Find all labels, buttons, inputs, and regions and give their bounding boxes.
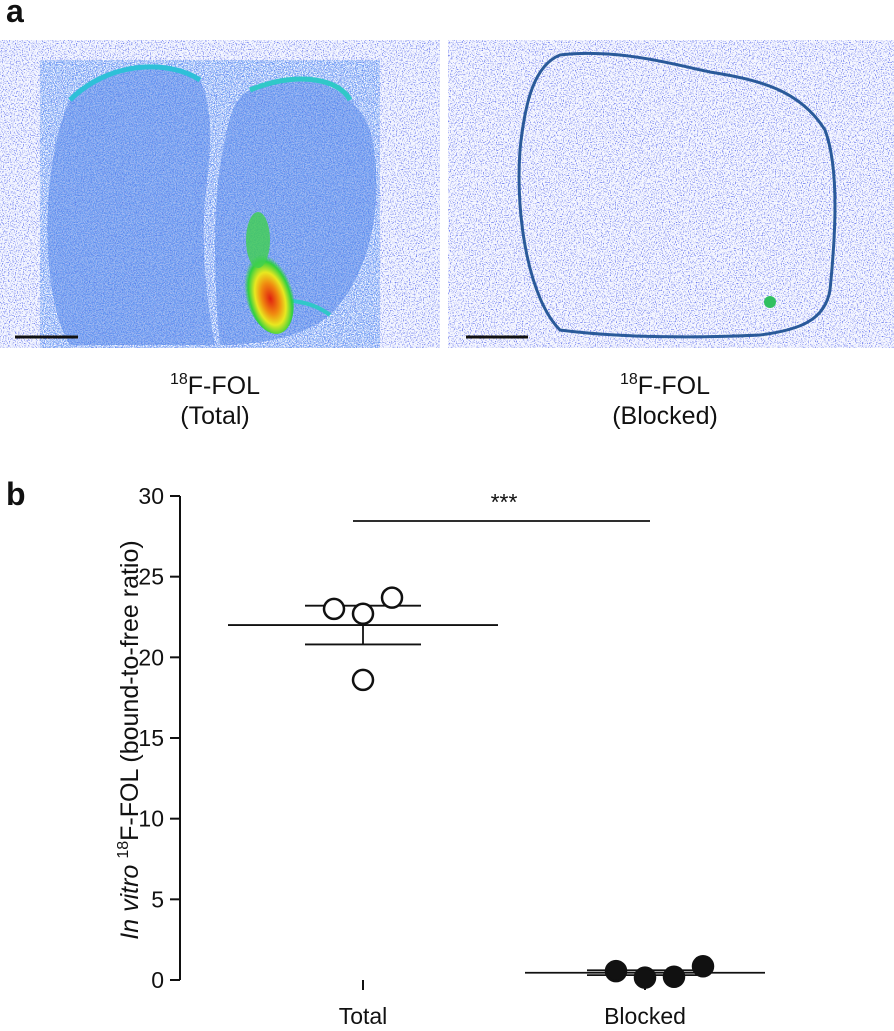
y-tick-label: 20 bbox=[138, 644, 164, 670]
y-label-isotope: 18 bbox=[115, 841, 132, 859]
data-point bbox=[351, 602, 375, 626]
significance-label: *** bbox=[491, 489, 518, 515]
data-point bbox=[322, 597, 346, 621]
y-axis-label: In vitro 18F-FOL (bound-to-free ratio) bbox=[115, 540, 144, 939]
image-condition: (Total) bbox=[180, 402, 249, 430]
isotope: 18 bbox=[620, 371, 638, 388]
x-tick-label: Blocked bbox=[604, 1003, 686, 1029]
panel-label: b bbox=[6, 476, 26, 512]
autoradiograph-total bbox=[0, 40, 440, 348]
data-point bbox=[380, 586, 404, 609]
image-label: 18F-FOL bbox=[620, 371, 710, 400]
panel-label: a bbox=[6, 0, 24, 29]
y-tick-label: 10 bbox=[138, 806, 164, 832]
y-label-italic: In vitro bbox=[116, 865, 144, 940]
data-point bbox=[662, 965, 686, 989]
y-tick-label: 5 bbox=[151, 886, 164, 912]
y-tick-label: 15 bbox=[138, 725, 164, 751]
y-tick-label: 30 bbox=[138, 483, 164, 509]
isotope: 18 bbox=[170, 371, 188, 388]
data-point bbox=[351, 668, 375, 692]
tracer: F-FOL bbox=[638, 372, 710, 400]
autoradiograph-blocked bbox=[448, 40, 894, 348]
data-point bbox=[604, 959, 628, 983]
data-point bbox=[691, 955, 715, 978]
tracer: F-FOL bbox=[188, 372, 260, 400]
data-point bbox=[633, 966, 657, 989]
image-condition: (Blocked) bbox=[612, 402, 718, 430]
image-labels: 18F-FOL(Total)18F-FOL(Blocked) bbox=[170, 371, 718, 430]
y-tick-label: 0 bbox=[151, 967, 164, 993]
plot: 0 5 10 15 20 25 30 In vitro 18F-FOL (bound-to-fr… bbox=[115, 483, 765, 1029]
y-tick-label: 25 bbox=[138, 564, 164, 590]
y-label-text: F-FOL (bound-to-free ratio) bbox=[116, 540, 144, 841]
image-label: 18F-FOL bbox=[170, 371, 260, 400]
x-tick-label: Total bbox=[339, 1003, 388, 1029]
